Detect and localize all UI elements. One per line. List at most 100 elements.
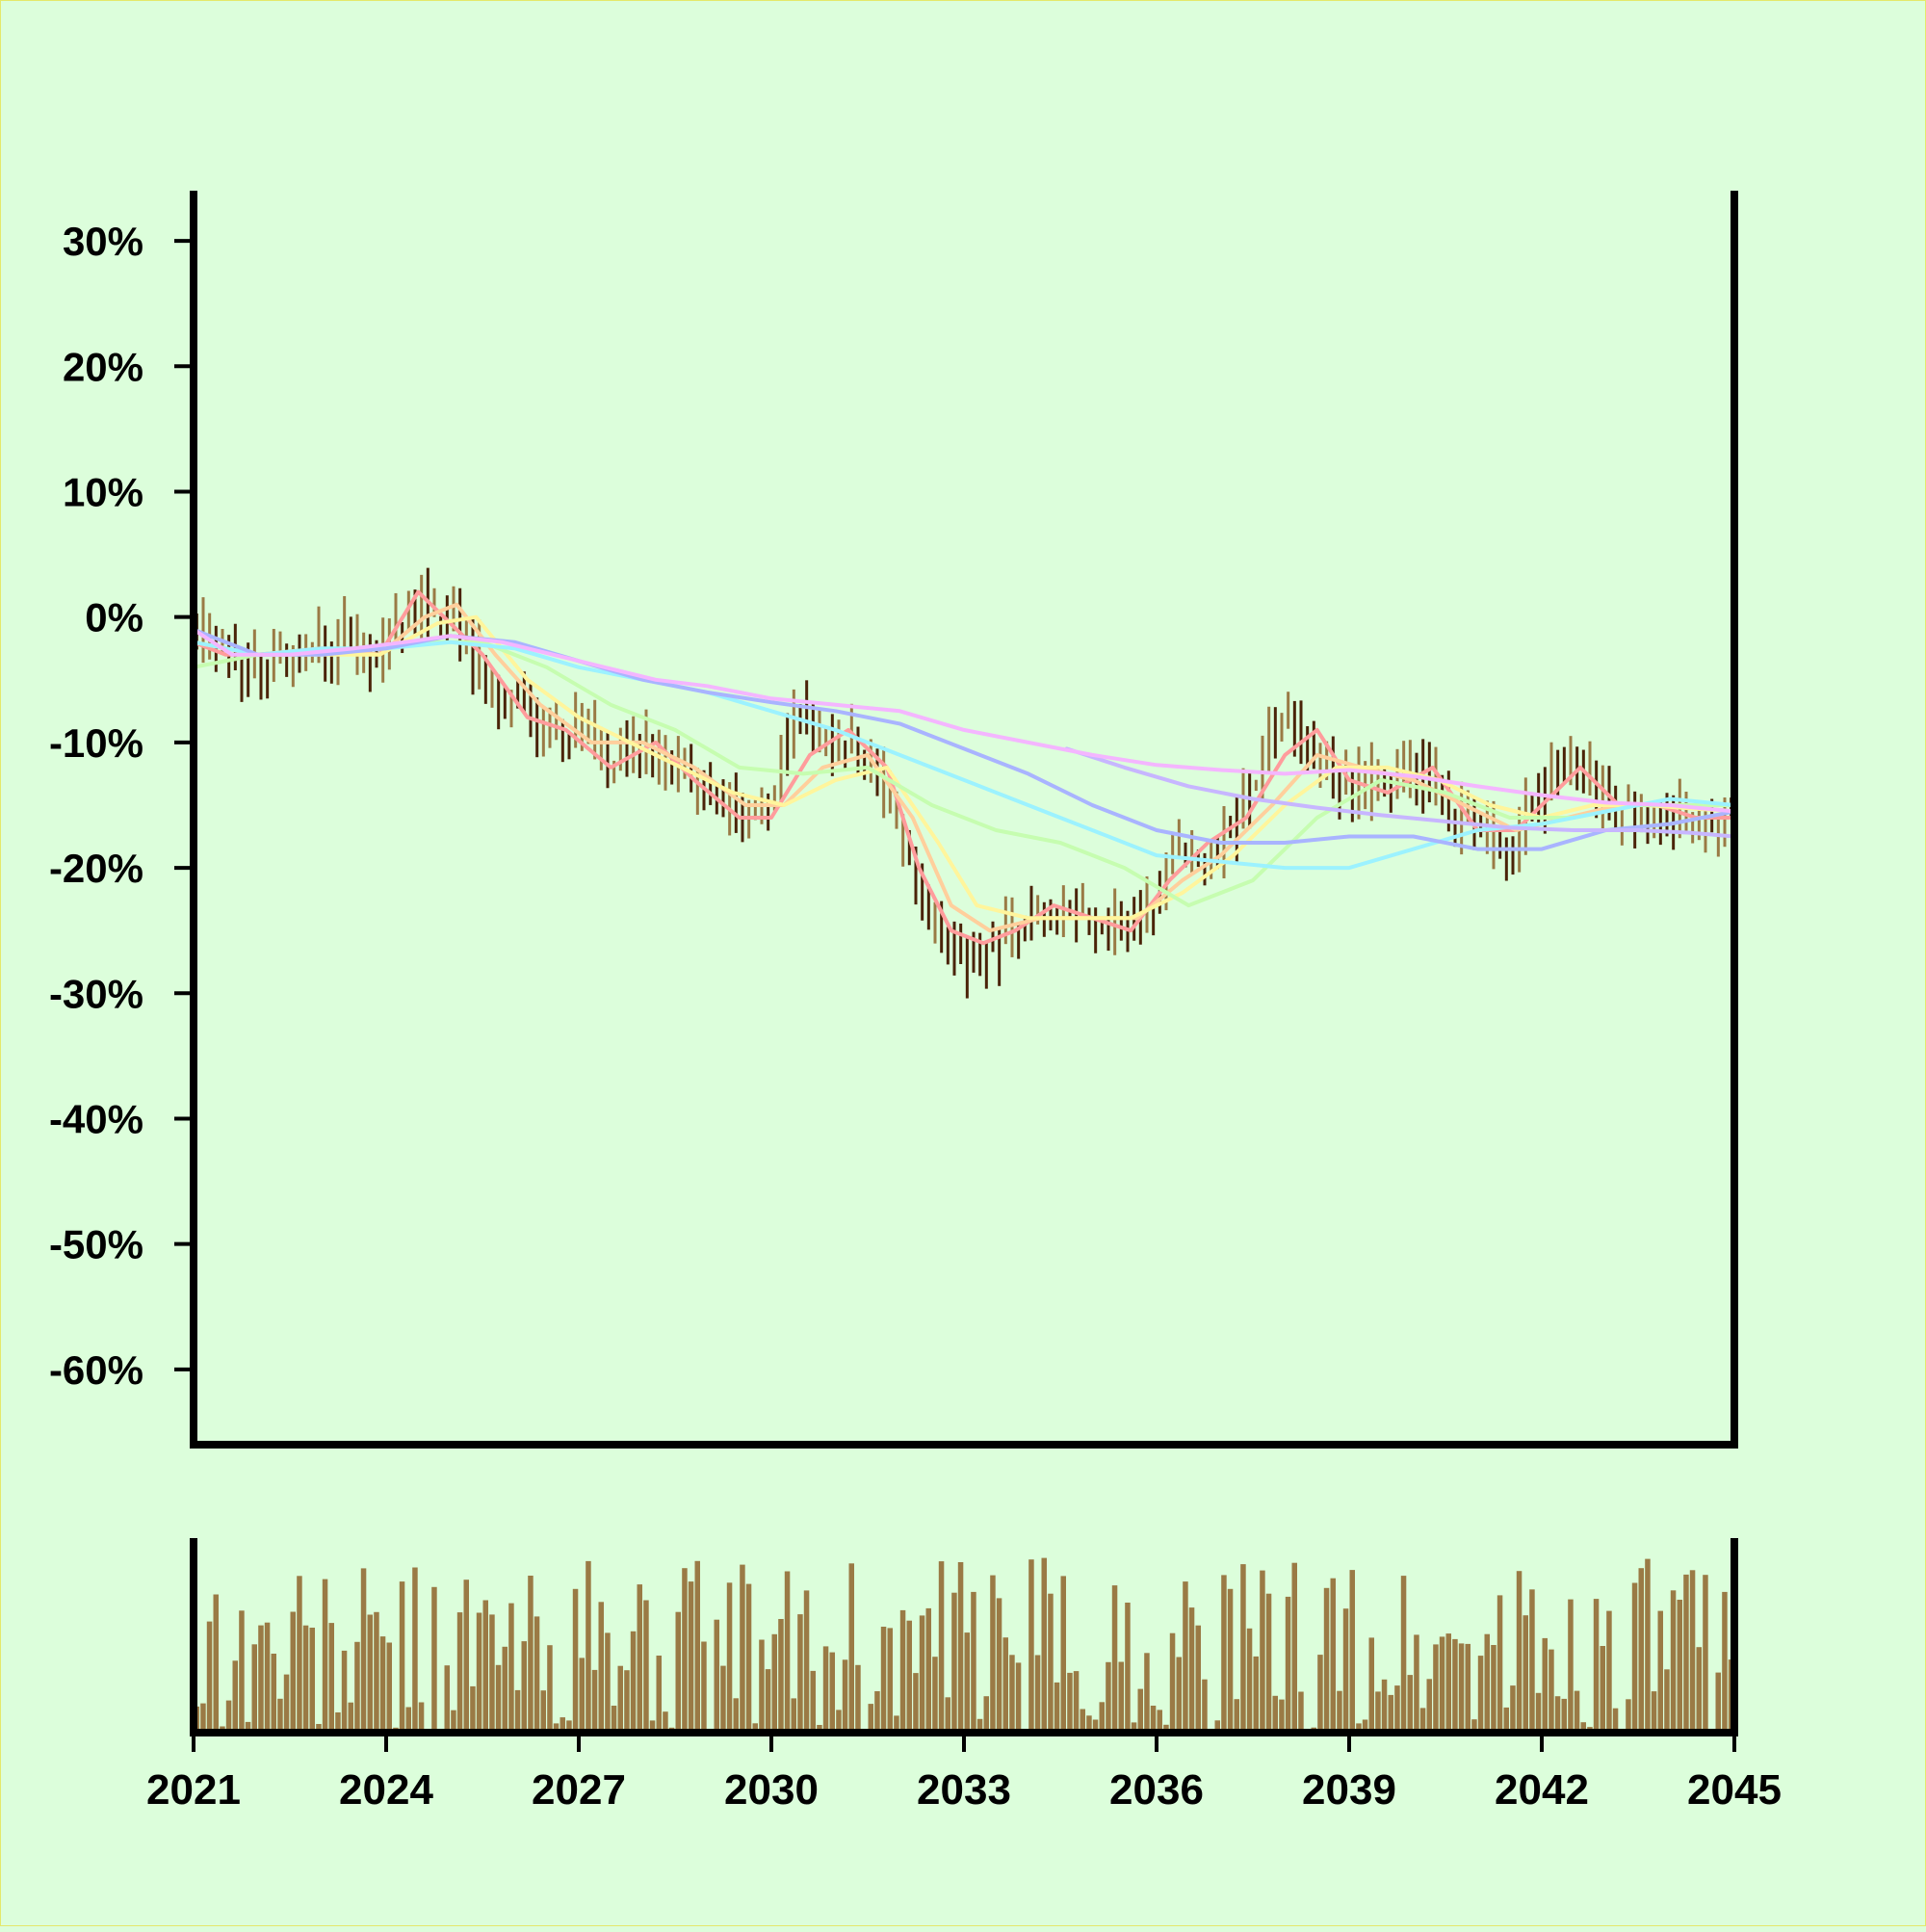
moving-average-line xyxy=(192,640,1736,871)
volume-bar xyxy=(1362,1719,1368,1733)
volume-bar xyxy=(200,1703,206,1733)
volume-bar xyxy=(470,1685,476,1733)
volume-bar xyxy=(1298,1691,1304,1733)
volume-bar xyxy=(836,1710,842,1733)
volume-bar xyxy=(971,1591,976,1733)
volume-bar xyxy=(451,1710,456,1733)
moving-average-line xyxy=(192,602,1736,933)
volume-bar xyxy=(264,1622,271,1733)
volume-bar xyxy=(560,1717,565,1733)
volume-bar xyxy=(316,1724,322,1733)
x-tick-label: 2039 xyxy=(1302,1766,1396,1814)
volume-bar xyxy=(1683,1574,1689,1733)
volume-bar xyxy=(1414,1634,1419,1733)
volume-bar xyxy=(829,1652,835,1733)
volume-bar xyxy=(476,1612,482,1733)
volume-bar xyxy=(1279,1699,1285,1733)
volume-bar xyxy=(1099,1702,1105,1733)
volume-bar xyxy=(1568,1599,1574,1733)
volume-bar xyxy=(1433,1644,1439,1733)
volume-bar xyxy=(386,1642,392,1733)
volume-bar xyxy=(1651,1691,1657,1733)
volume-bar xyxy=(1606,1610,1612,1733)
volume-bar xyxy=(663,1711,668,1733)
volume-bar xyxy=(1214,1720,1220,1733)
y-tick-label: -60% xyxy=(49,1347,143,1393)
volume-bar xyxy=(682,1568,688,1733)
volume-bar xyxy=(976,1718,983,1733)
volume-bar xyxy=(206,1621,213,1733)
volume-bar xyxy=(874,1691,880,1733)
volume-bar xyxy=(1176,1657,1182,1733)
volume-bar xyxy=(938,1561,945,1733)
volume-bar xyxy=(1054,1682,1060,1733)
volume-bar xyxy=(1157,1710,1162,1733)
volume-bar xyxy=(405,1707,411,1733)
volume-bar xyxy=(1086,1715,1092,1733)
volume-bar xyxy=(803,1590,810,1733)
volume-bar xyxy=(1400,1576,1407,1733)
volume-bar xyxy=(855,1664,861,1733)
volume-bar xyxy=(1368,1637,1374,1733)
volume-bar xyxy=(1394,1685,1400,1733)
volume-bar xyxy=(1696,1647,1702,1733)
volume-bar xyxy=(1471,1719,1477,1733)
volume-bar xyxy=(1240,1564,1246,1733)
volume-bar xyxy=(283,1674,290,1733)
volume-bar xyxy=(456,1612,463,1733)
volume-bar xyxy=(374,1611,379,1733)
volume-bar xyxy=(379,1636,386,1733)
volume-bar xyxy=(1106,1661,1111,1733)
volume-bar xyxy=(675,1611,681,1733)
volume-bar xyxy=(277,1698,283,1733)
volume-bar xyxy=(1137,1688,1143,1733)
volume-bar xyxy=(591,1669,598,1733)
volume-bar xyxy=(951,1592,957,1733)
volume-bar xyxy=(1285,1596,1291,1733)
volume-bar xyxy=(733,1698,739,1733)
volume-bar xyxy=(1503,1707,1509,1733)
volume-bar xyxy=(649,1720,656,1733)
y-tick-label: -10% xyxy=(49,720,143,766)
volume-bar xyxy=(1407,1675,1413,1733)
moving-average-line xyxy=(192,627,1736,814)
volume-bar xyxy=(765,1669,771,1733)
volume-bar xyxy=(759,1639,765,1733)
volume-bar xyxy=(1009,1655,1015,1733)
volume-bar xyxy=(1626,1699,1631,1733)
volume-bar xyxy=(1523,1615,1528,1733)
volume-bar xyxy=(566,1720,572,1733)
volume-bar xyxy=(990,1575,996,1733)
volume-bar xyxy=(495,1664,502,1733)
volume-bar xyxy=(1195,1625,1201,1733)
x-tick-label: 2024 xyxy=(339,1766,433,1814)
volume-bar xyxy=(1092,1719,1099,1733)
volume-bar xyxy=(919,1615,925,1733)
volume-bar xyxy=(572,1588,579,1733)
volume-bar xyxy=(258,1625,264,1733)
volume-bar xyxy=(1227,1588,1234,1733)
y-axis-ticks: 30% 20% 10% 0% -10% -20% -30% -40% -50% -60% xyxy=(49,219,194,1393)
volume-bar xyxy=(302,1625,309,1733)
volume-bar xyxy=(1554,1696,1561,1733)
volume-bar xyxy=(1458,1643,1465,1733)
x-axis-ticks: 2021 2024 2027 2030 2033 2036 2039 2042 2045 xyxy=(146,1733,1782,1814)
volume-bar xyxy=(431,1586,437,1733)
y-tick-label: 0% xyxy=(85,595,143,640)
volume-bar xyxy=(508,1603,514,1733)
volume-bar xyxy=(586,1560,591,1733)
volume-bar xyxy=(1246,1628,1253,1733)
volume-bar xyxy=(1388,1694,1393,1733)
moving-average-line xyxy=(192,640,1736,908)
volume-bar xyxy=(945,1697,950,1733)
volume-bar xyxy=(534,1616,540,1733)
volume-bar xyxy=(784,1571,791,1733)
volume-bar xyxy=(1689,1570,1696,1733)
volume-bar xyxy=(367,1614,373,1733)
y-tick-label: 20% xyxy=(63,344,143,389)
volume-bar xyxy=(1034,1655,1041,1733)
volume-bar xyxy=(726,1582,733,1733)
volume-bar xyxy=(1060,1576,1066,1733)
volume-bar xyxy=(1445,1633,1451,1733)
volume-bar xyxy=(1631,1582,1638,1733)
